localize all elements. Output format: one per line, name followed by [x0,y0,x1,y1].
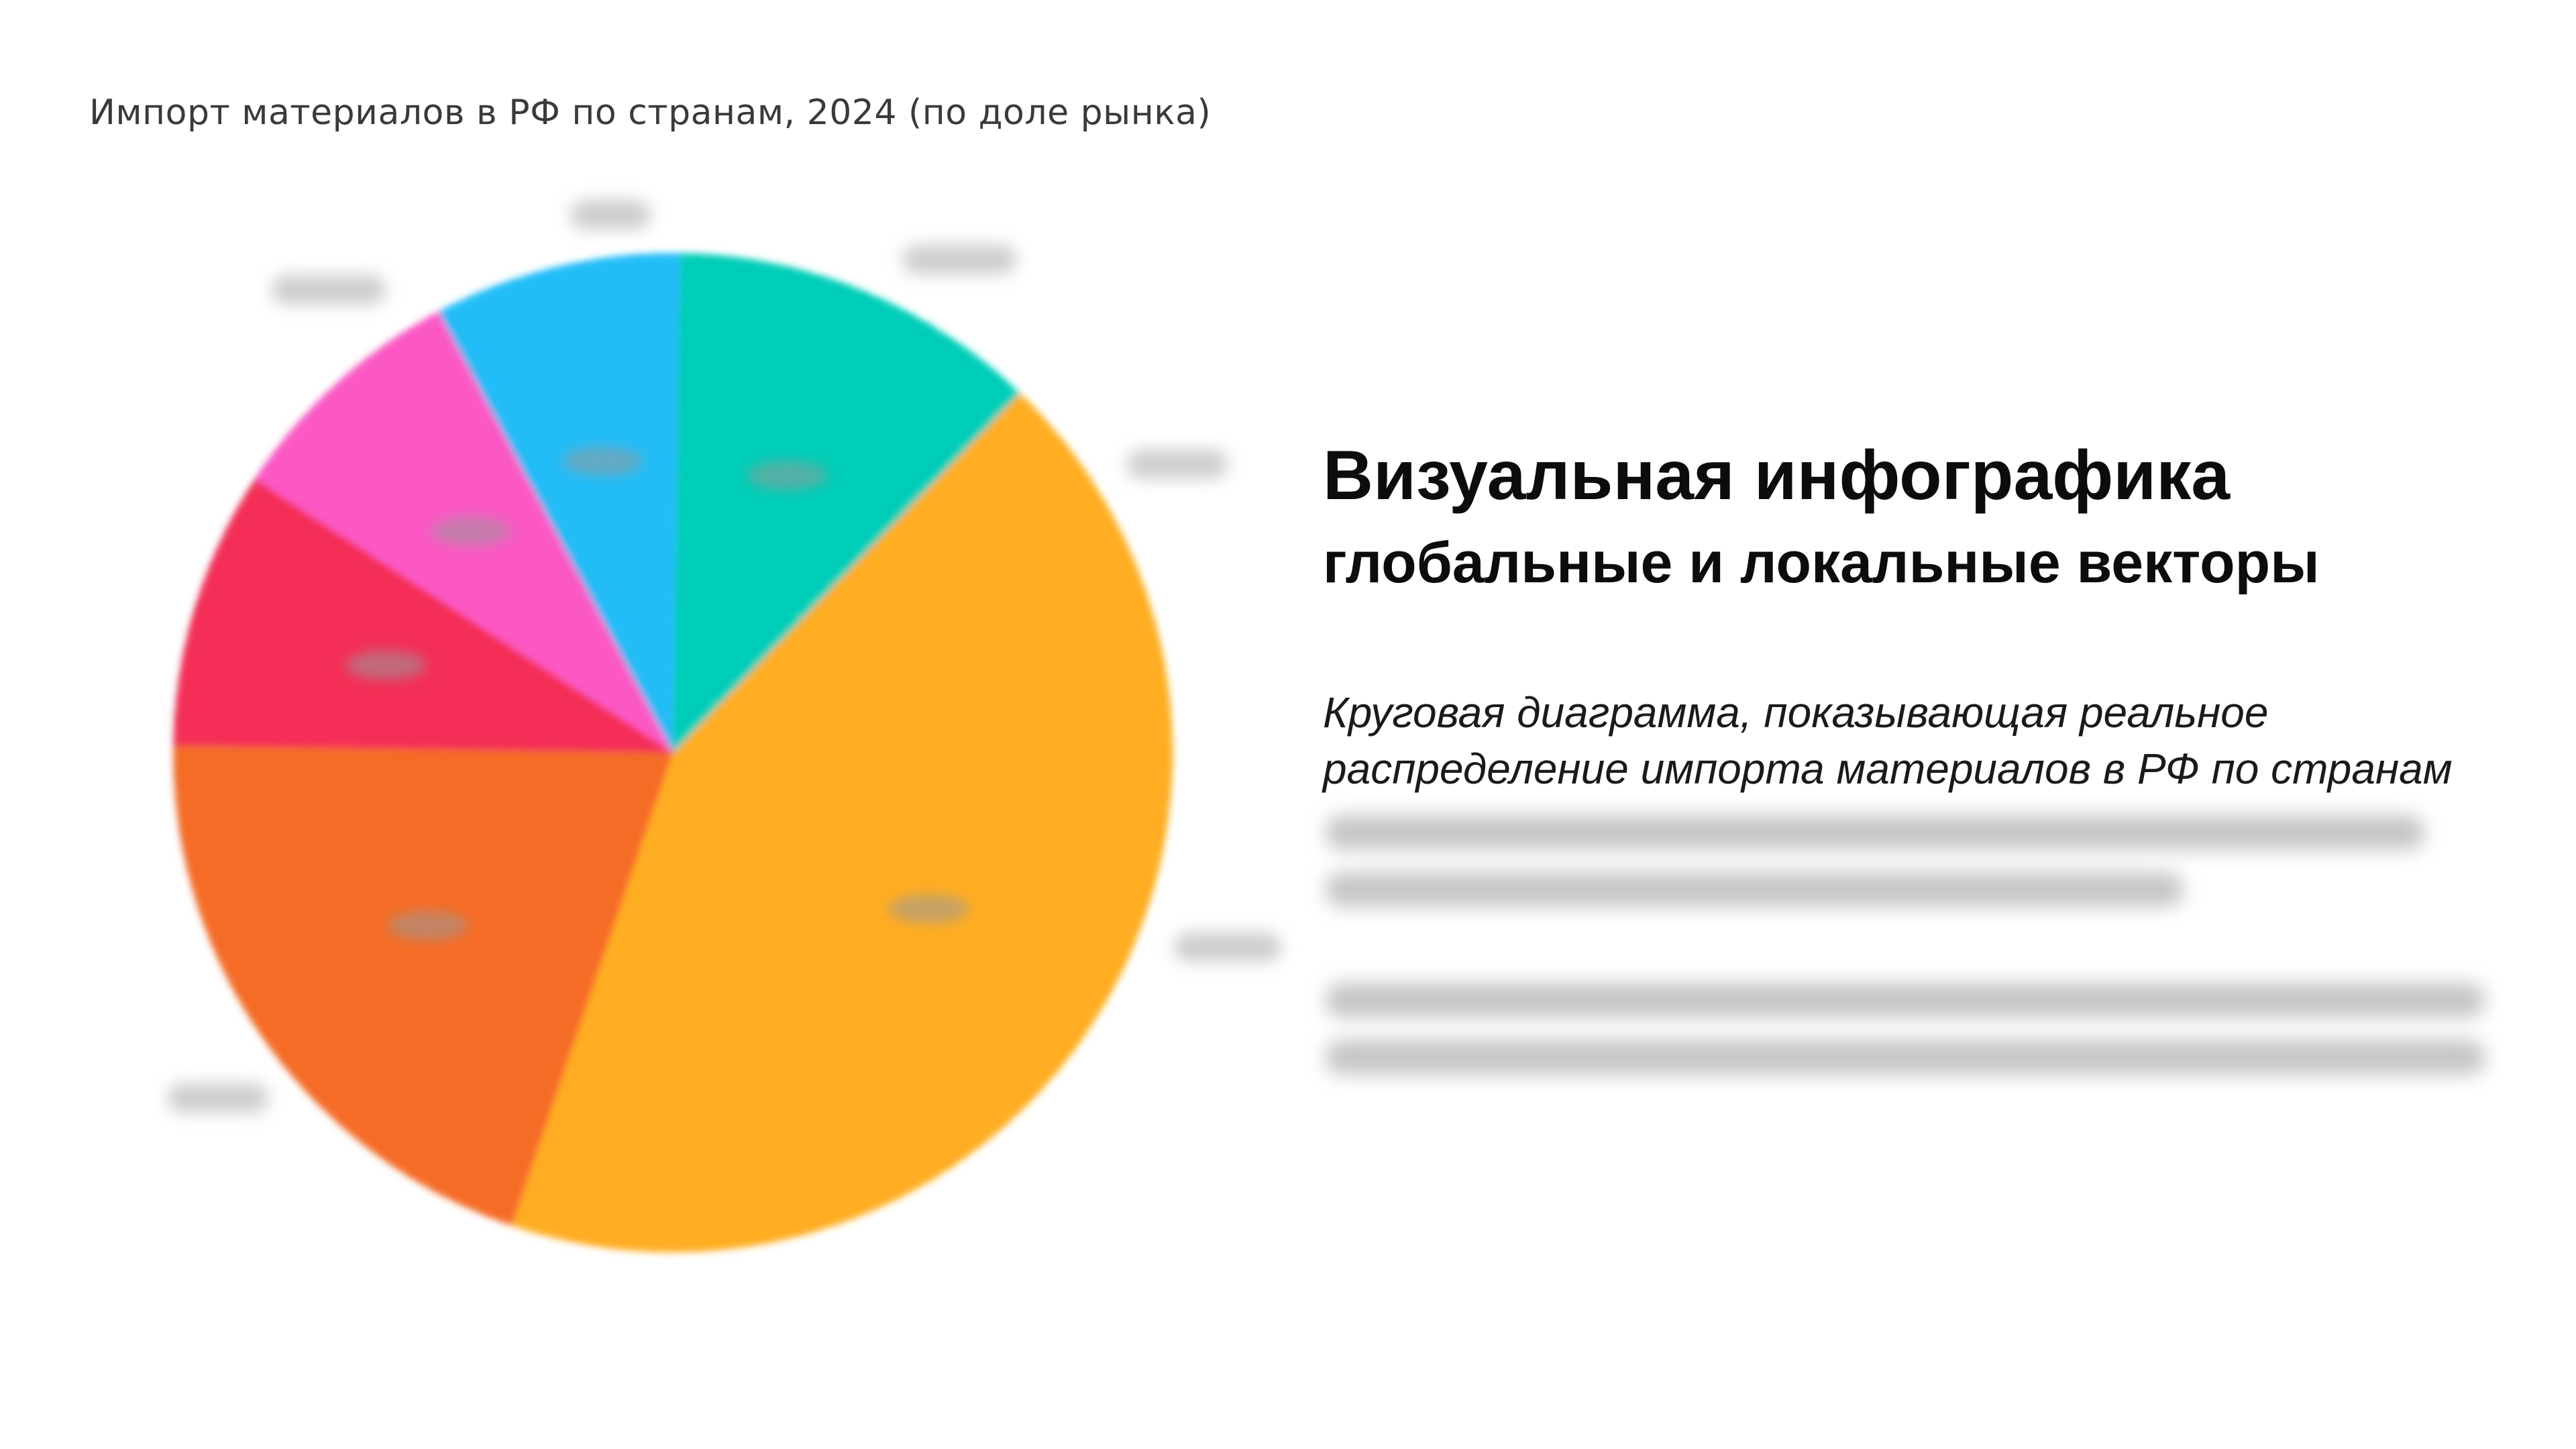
obscured-text-line [1325,872,2184,907]
obscured-text-line [1325,983,2485,1018]
pie-slice-3 [173,479,673,753]
obscured-callout-label [272,275,386,305]
pie-slices [173,253,1173,1253]
obscured-callout-label [570,200,651,229]
obscured-slice-label-3 [345,650,427,680]
obscured-slice-label-5 [561,446,643,476]
pie-chart [173,253,1173,1253]
obscured-callout-label [902,245,1016,274]
headline-subline: глобальные и локальные векторы [1323,531,2320,595]
obscured-callout-label [168,1083,268,1113]
chart-title: Импорт материалов в РФ по странам, 2024 … [89,93,1212,133]
pie-slice-5 [438,253,680,753]
pie-slice-1 [511,393,1173,1253]
headline: Визуальная инфографика [1323,437,2231,515]
obscured-callout-label [1174,932,1281,962]
obscured-text-line [1325,1040,2485,1075]
pie-slice-2 [173,745,674,1226]
obscured-slice-labels [345,446,969,941]
chart-description: Круговая диаграмма, показывающая реально… [1323,688,2453,793]
pie-slice-6 [673,253,1020,753]
obscured-slice-label-2 [387,910,468,941]
obscured-slice-label-1 [888,894,969,924]
obscured-slice-label-4 [430,516,511,546]
obscured-text-line [1325,815,2425,850]
obscured-callout-label [1127,449,1228,479]
obscured-slice-label-6 [747,460,828,490]
